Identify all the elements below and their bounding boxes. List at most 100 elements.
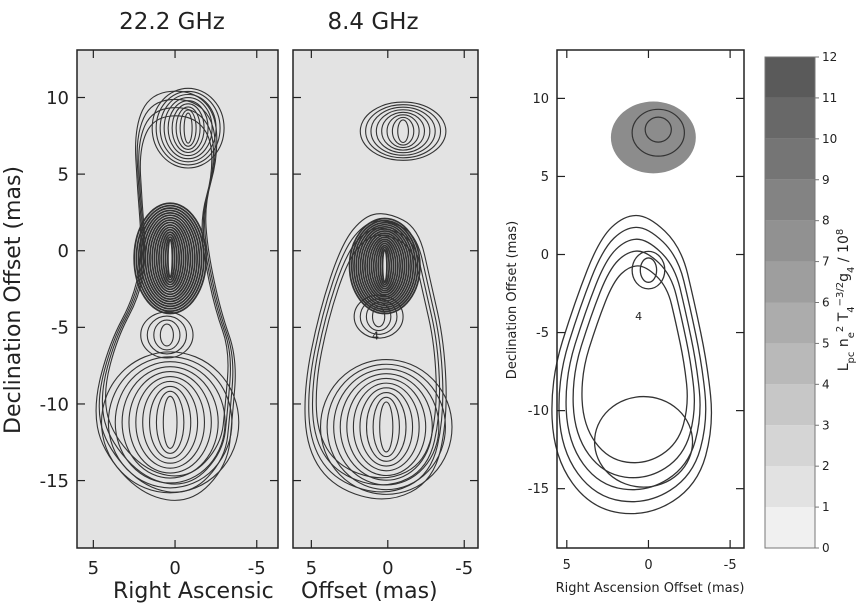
y-tick-label: -10: [40, 394, 69, 415]
colorbar-tick-label: 6: [822, 296, 830, 310]
colorbar-cell: [765, 507, 815, 548]
y-tick-label: -15: [528, 482, 549, 497]
panel-title: 22.2 GHz: [119, 9, 225, 35]
contour: [167, 238, 174, 279]
contour: [386, 114, 420, 149]
contour: [137, 207, 203, 310]
contour: [558, 226, 707, 503]
contour: [565, 238, 701, 491]
colorbar-tick-label: 11: [822, 91, 837, 105]
x-tick-label: 5: [306, 558, 317, 579]
contour: [361, 230, 408, 302]
contour: [370, 238, 399, 294]
contour: [146, 216, 194, 300]
contour: [326, 363, 446, 491]
colorbar-tick-label: 5: [822, 336, 830, 350]
contour: [375, 109, 431, 154]
colorbar-cell: [765, 179, 815, 221]
contour: [364, 232, 406, 300]
contour: [365, 392, 407, 462]
colorbar-label-part: 4: [846, 306, 857, 312]
contour: [105, 115, 229, 477]
contour: [366, 234, 404, 298]
contours: [551, 101, 713, 515]
contour: [304, 213, 447, 500]
x-axis-label: Right Ascension Offset (mas): [556, 581, 745, 596]
contour: [639, 257, 658, 283]
contours: [304, 101, 453, 500]
contour: [155, 226, 185, 291]
contour: [183, 112, 193, 144]
y-tick-label: -5: [536, 326, 549, 341]
contour: [359, 387, 414, 467]
annotation: 4: [635, 310, 642, 323]
y-tick-label: 0: [58, 241, 69, 262]
contour: [381, 111, 426, 151]
contour: [146, 315, 188, 355]
contour: [372, 396, 400, 458]
colorbar-tick-label: 0: [822, 541, 830, 555]
colorbar-tick-label: 9: [822, 173, 830, 187]
colorbar-label: Lpc ne2 T4−3/2g4 / 108: [835, 229, 857, 371]
contour: [353, 221, 417, 311]
y-tick-label: 10: [46, 88, 69, 109]
colorbar-tick-label: 3: [822, 418, 830, 432]
colorbar-cell: [765, 466, 815, 508]
panel-frame: [76, 49, 279, 549]
contour: [348, 217, 421, 315]
contour: [377, 244, 393, 288]
colorbar-label-part: pc: [846, 352, 857, 364]
colorbar-label-part: 2: [835, 326, 846, 332]
y-tick-label: -15: [40, 471, 69, 492]
contour: [162, 233, 178, 284]
colorbar-cell: [765, 261, 815, 303]
colorbar-tick-label: 2: [822, 459, 830, 473]
contour: [644, 116, 672, 143]
y-tick-label: 10: [532, 92, 549, 107]
contour: [593, 395, 694, 488]
x-axis-label: Offset (mas): [301, 579, 438, 604]
contour: [101, 107, 231, 485]
emission-patch: [610, 101, 696, 174]
x-tick-label: 0: [382, 558, 393, 579]
contour: [631, 108, 685, 157]
colorbar-tick-label: 12: [822, 50, 837, 64]
contour: [153, 224, 187, 293]
contour: [372, 240, 397, 292]
colorbar-cell: [765, 97, 815, 139]
contour: [572, 250, 696, 479]
x-tick-label: 5: [88, 558, 99, 579]
contour: [164, 236, 176, 281]
colorbar-tick-label: 8: [822, 214, 830, 228]
x-tick-label: -5: [248, 558, 266, 579]
contour: [158, 228, 183, 288]
contour: [350, 219, 419, 313]
colorbar-cell: [765, 343, 815, 385]
y-tick-label: 5: [58, 164, 69, 185]
contour: [346, 377, 427, 477]
panel-title: 8.4 GHz: [327, 9, 418, 35]
contour: [370, 106, 436, 156]
x-tick-label: 5: [563, 558, 571, 573]
contour: [333, 368, 440, 486]
contour: [171, 103, 205, 154]
contour: [551, 214, 713, 515]
contour: [381, 248, 388, 284]
contour: [359, 101, 447, 161]
colorbar-cell: [765, 384, 815, 426]
contour: [397, 119, 409, 144]
x-axis-label: Right Ascensic: [113, 579, 274, 604]
contour: [163, 97, 213, 160]
colorbar-tick-label: 10: [822, 132, 837, 146]
colorbar-tick-label: 1: [822, 500, 830, 514]
contour: [359, 228, 410, 305]
contour: [107, 356, 233, 489]
contour: [135, 375, 206, 469]
x-tick-label: 0: [644, 558, 652, 573]
colorbar-cell: [765, 302, 815, 344]
contour: [151, 87, 225, 169]
panel-frame: [556, 49, 745, 549]
y-tick-label: -5: [51, 318, 69, 339]
colorbar-label-part: 4: [846, 267, 857, 273]
